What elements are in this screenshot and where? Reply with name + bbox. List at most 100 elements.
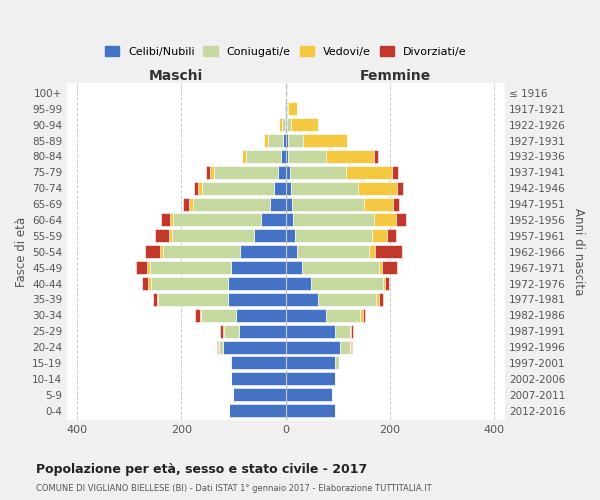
Bar bbox=[286, 309, 326, 322]
Bar bbox=[142, 277, 148, 290]
Bar bbox=[260, 214, 286, 226]
Bar bbox=[228, 293, 286, 306]
Bar bbox=[242, 150, 246, 163]
Bar bbox=[369, 245, 376, 258]
Bar bbox=[194, 182, 198, 194]
Bar bbox=[200, 309, 236, 322]
Bar bbox=[286, 118, 287, 131]
Bar bbox=[286, 150, 288, 163]
Bar bbox=[318, 293, 376, 306]
Bar bbox=[286, 182, 291, 194]
Text: Femmine: Femmine bbox=[359, 68, 431, 82]
Bar bbox=[278, 166, 286, 179]
Bar bbox=[148, 261, 150, 274]
Bar bbox=[282, 118, 284, 131]
Bar bbox=[228, 277, 286, 290]
Bar bbox=[286, 198, 292, 210]
Bar bbox=[351, 324, 353, 338]
Bar bbox=[283, 134, 286, 147]
Bar bbox=[291, 118, 318, 131]
Bar bbox=[231, 356, 286, 370]
Bar bbox=[229, 404, 286, 417]
Bar bbox=[198, 182, 202, 194]
Bar bbox=[193, 198, 270, 210]
Bar bbox=[231, 261, 286, 274]
Bar bbox=[160, 245, 163, 258]
Bar bbox=[136, 261, 148, 274]
Bar bbox=[284, 118, 286, 131]
Bar bbox=[374, 150, 378, 163]
Bar bbox=[297, 245, 369, 258]
Bar bbox=[292, 198, 364, 210]
Bar bbox=[379, 261, 382, 274]
Bar bbox=[236, 309, 286, 322]
Bar bbox=[150, 261, 231, 274]
Bar bbox=[230, 356, 231, 370]
Bar bbox=[286, 356, 335, 370]
Bar bbox=[169, 230, 172, 242]
Bar bbox=[286, 245, 297, 258]
Bar bbox=[379, 293, 383, 306]
Bar bbox=[219, 340, 223, 353]
Bar bbox=[376, 293, 379, 306]
Bar bbox=[239, 324, 286, 338]
Bar bbox=[286, 214, 293, 226]
Bar bbox=[397, 182, 403, 194]
Bar bbox=[383, 277, 385, 290]
Bar bbox=[326, 150, 374, 163]
Bar bbox=[246, 150, 281, 163]
Bar bbox=[311, 277, 383, 290]
Bar bbox=[145, 245, 160, 258]
Bar bbox=[210, 166, 214, 179]
Bar bbox=[350, 324, 351, 338]
Y-axis label: Anni di nascita: Anni di nascita bbox=[572, 208, 585, 296]
Text: Maschi: Maschi bbox=[149, 68, 203, 82]
Bar bbox=[268, 134, 283, 147]
Bar bbox=[286, 324, 335, 338]
Bar bbox=[286, 372, 335, 386]
Y-axis label: Fasce di età: Fasce di età bbox=[15, 216, 28, 287]
Bar bbox=[382, 261, 397, 274]
Bar bbox=[281, 150, 286, 163]
Bar bbox=[188, 198, 193, 210]
Bar bbox=[163, 245, 240, 258]
Bar bbox=[291, 182, 358, 194]
Bar bbox=[288, 134, 303, 147]
Bar bbox=[376, 245, 403, 258]
Bar bbox=[157, 293, 158, 306]
Bar bbox=[254, 230, 286, 242]
Bar bbox=[364, 198, 392, 210]
Bar bbox=[152, 293, 157, 306]
Bar bbox=[392, 166, 398, 179]
Bar bbox=[286, 293, 318, 306]
Bar bbox=[218, 340, 219, 353]
Bar bbox=[295, 230, 372, 242]
Bar bbox=[392, 198, 399, 210]
Bar bbox=[231, 372, 286, 386]
Bar bbox=[358, 182, 397, 194]
Text: COMUNE DI VIGLIANO BIELLESE (BI) - Dati ISTAT 1° gennaio 2017 - Elaborazione TUT: COMUNE DI VIGLIANO BIELLESE (BI) - Dati … bbox=[36, 484, 431, 493]
Bar bbox=[350, 340, 351, 353]
Legend: Celibi/Nubili, Coniugati/e, Vedovi/e, Divorziati/e: Celibi/Nubili, Coniugati/e, Vedovi/e, Di… bbox=[100, 42, 471, 62]
Bar bbox=[346, 166, 392, 179]
Bar bbox=[286, 277, 311, 290]
Bar bbox=[170, 214, 173, 226]
Bar bbox=[172, 230, 254, 242]
Bar bbox=[184, 198, 188, 210]
Bar bbox=[217, 340, 218, 353]
Bar bbox=[264, 134, 268, 147]
Bar bbox=[158, 293, 228, 306]
Bar bbox=[220, 324, 223, 338]
Bar bbox=[286, 261, 302, 274]
Bar bbox=[335, 324, 350, 338]
Bar bbox=[340, 340, 350, 353]
Bar bbox=[148, 277, 151, 290]
Bar bbox=[284, 102, 286, 116]
Bar bbox=[173, 214, 260, 226]
Bar bbox=[223, 340, 286, 353]
Bar bbox=[202, 182, 274, 194]
Bar bbox=[290, 166, 346, 179]
Bar bbox=[280, 118, 282, 131]
Bar bbox=[303, 134, 347, 147]
Bar bbox=[224, 324, 239, 338]
